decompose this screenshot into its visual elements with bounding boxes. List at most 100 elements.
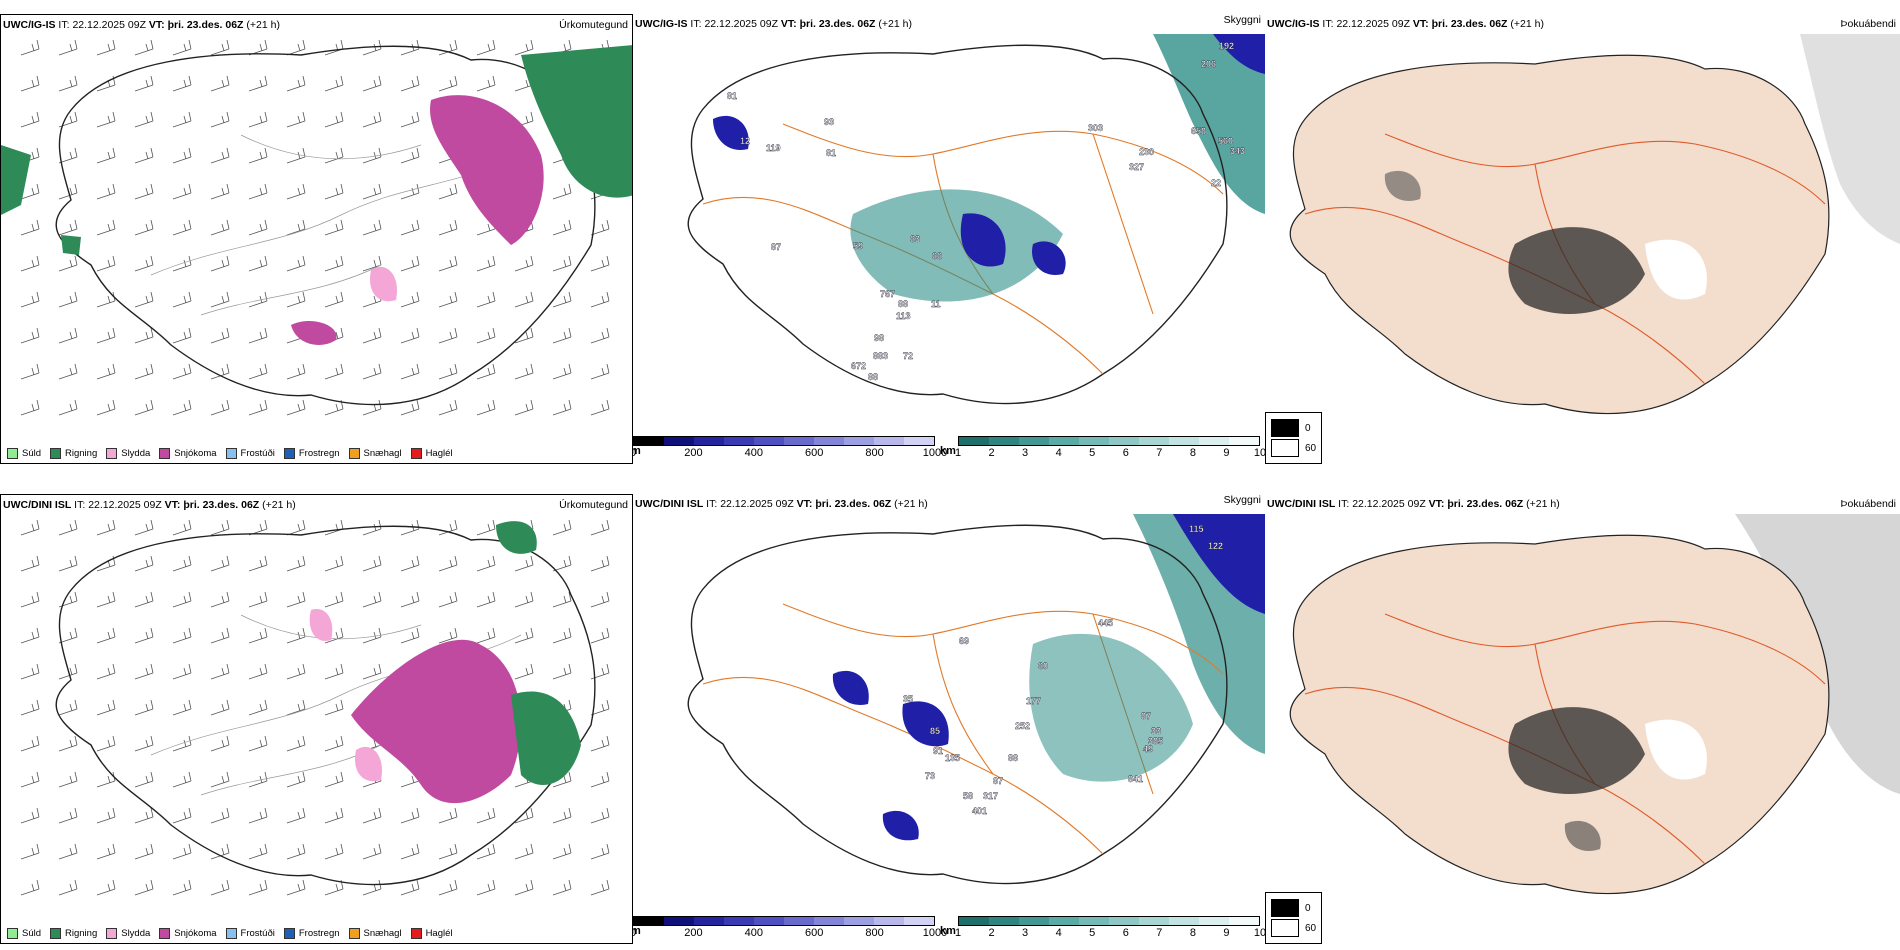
wind-barb xyxy=(210,591,230,608)
wind-barb xyxy=(210,555,230,572)
wind-barb xyxy=(286,627,306,644)
wind-barb xyxy=(476,591,496,608)
wind-barb xyxy=(286,519,306,536)
precip-legend-label: Snjókoma xyxy=(174,928,217,939)
wind-barb xyxy=(210,399,230,416)
visibility-value-label: 135 xyxy=(945,753,960,763)
panel-title: UWC/IG-IS IT: 22.12.2025 09Z VT: þri. 23… xyxy=(3,19,280,31)
precip-legend-swatch xyxy=(348,448,360,459)
wind-barb xyxy=(248,39,268,56)
visibility-value-label: 87 xyxy=(771,242,781,252)
precip-legend-item: Súld xyxy=(7,928,41,939)
wind-barb xyxy=(324,735,344,752)
wind-barb xyxy=(210,807,230,824)
colorbar-tick-label: 400 xyxy=(744,927,763,939)
colorbar-m-unit: m xyxy=(633,445,641,457)
visibility-value-label: 252 xyxy=(1015,721,1030,731)
wind-barb xyxy=(286,807,306,824)
wind-barb xyxy=(134,219,154,236)
wind-barb xyxy=(324,699,344,716)
wind-barb xyxy=(248,183,268,200)
visibility-value-label: 81 xyxy=(826,148,836,158)
wind-barb xyxy=(134,807,154,824)
wind-barb xyxy=(590,327,610,344)
precip-legend-swatch xyxy=(7,448,18,459)
visibility-value-label: 33 xyxy=(1151,726,1161,736)
wind-barb xyxy=(172,219,192,236)
wind-barb xyxy=(58,879,78,896)
wind-barb xyxy=(514,39,534,56)
precip-legend-swatch xyxy=(106,928,118,939)
wind-barb xyxy=(324,147,344,164)
wind-barb xyxy=(438,75,458,92)
wind-barb xyxy=(58,363,78,380)
visibility-value-label: 69 xyxy=(959,636,969,646)
visibility-value-label: 98 xyxy=(874,333,884,343)
precip-legend-item: Súld xyxy=(7,448,41,459)
precip-legend-swatch xyxy=(50,448,62,459)
precip-legend-item: Rigning xyxy=(50,928,97,939)
precip-legend-item: Snæhagl xyxy=(348,928,402,939)
wind-barb xyxy=(514,555,534,572)
colorbar-km-ticks: 1 2 3 4 5 6 7 8 9 10 xyxy=(955,446,1265,460)
wind-barb xyxy=(210,843,230,860)
wind-barb xyxy=(552,255,572,272)
colorbar-tick-label: 10 xyxy=(1253,927,1265,939)
wind-barb xyxy=(438,807,458,824)
wind-barb xyxy=(134,627,154,644)
wind-barb xyxy=(248,111,268,128)
visibility-value-label: 206 xyxy=(1201,59,1216,69)
visibility-value-label: 59 xyxy=(853,241,863,251)
wind-barb xyxy=(590,591,610,608)
wind-barb xyxy=(552,327,572,344)
visibility-colorbar-km: 1 2 3 4 5 6 7 8 9 10 km xyxy=(940,916,1265,940)
wind-barb xyxy=(96,399,116,416)
wind-barb xyxy=(324,843,344,860)
fog-legend-row2: 0 60 xyxy=(1265,892,1323,944)
precip-legend-item: Snjókoma xyxy=(159,448,217,459)
wind-barb xyxy=(590,879,610,896)
wind-barb xyxy=(96,519,116,536)
visibility-value-label: 113 xyxy=(896,311,911,321)
visibility-value-label: 445 xyxy=(1098,618,1113,628)
wind-barb xyxy=(210,735,230,752)
wind-barb xyxy=(590,291,610,308)
wind-barb xyxy=(96,627,116,644)
wind-barb xyxy=(514,627,534,644)
wind-barb xyxy=(286,75,306,92)
precip-legend-label: Haglél xyxy=(425,448,453,459)
fog-legend-item: 60 xyxy=(1271,439,1316,457)
precip-legend-label: Rigning xyxy=(65,928,98,939)
colorbar-tick-label: 0 xyxy=(633,927,636,939)
wind-barb xyxy=(514,807,534,824)
wind-barb xyxy=(210,519,230,536)
panel-title: UWC/DINI ISL IT: 22.12.2025 09Z VT: þri.… xyxy=(3,499,296,511)
visibility-value-label: 767 xyxy=(880,289,895,299)
wind-barb xyxy=(20,219,40,236)
colorbar-tick-label: 400 xyxy=(744,447,763,459)
wind-barb xyxy=(134,399,154,416)
wind-barb xyxy=(552,591,572,608)
wind-barb xyxy=(552,399,572,416)
wind-barb xyxy=(134,519,154,536)
wind-barb xyxy=(362,255,382,272)
wind-barb xyxy=(438,363,458,380)
precip-legend-swatch xyxy=(7,928,18,939)
wind-barb xyxy=(552,219,572,236)
wind-barb xyxy=(172,327,192,344)
wind-barb xyxy=(96,663,116,680)
wind-barb xyxy=(210,627,230,644)
colorbar-tick-label: 200 xyxy=(684,447,703,459)
wind-barb xyxy=(552,519,572,536)
wind-barb xyxy=(286,663,306,680)
colorbar-tick-label: 1 xyxy=(954,927,962,939)
wind-barb xyxy=(134,291,154,308)
colorbar-m-ticks: 0 200 400 600 800 1000 xyxy=(633,926,947,940)
colorbar-km-unit: km xyxy=(940,445,956,457)
visibility-value-label: 385 xyxy=(1148,736,1163,746)
wind-barb xyxy=(20,39,40,56)
visibility-value-label: 317 xyxy=(983,791,998,801)
visibility-value-label: 85 xyxy=(930,726,940,736)
wind-barb xyxy=(210,771,230,788)
